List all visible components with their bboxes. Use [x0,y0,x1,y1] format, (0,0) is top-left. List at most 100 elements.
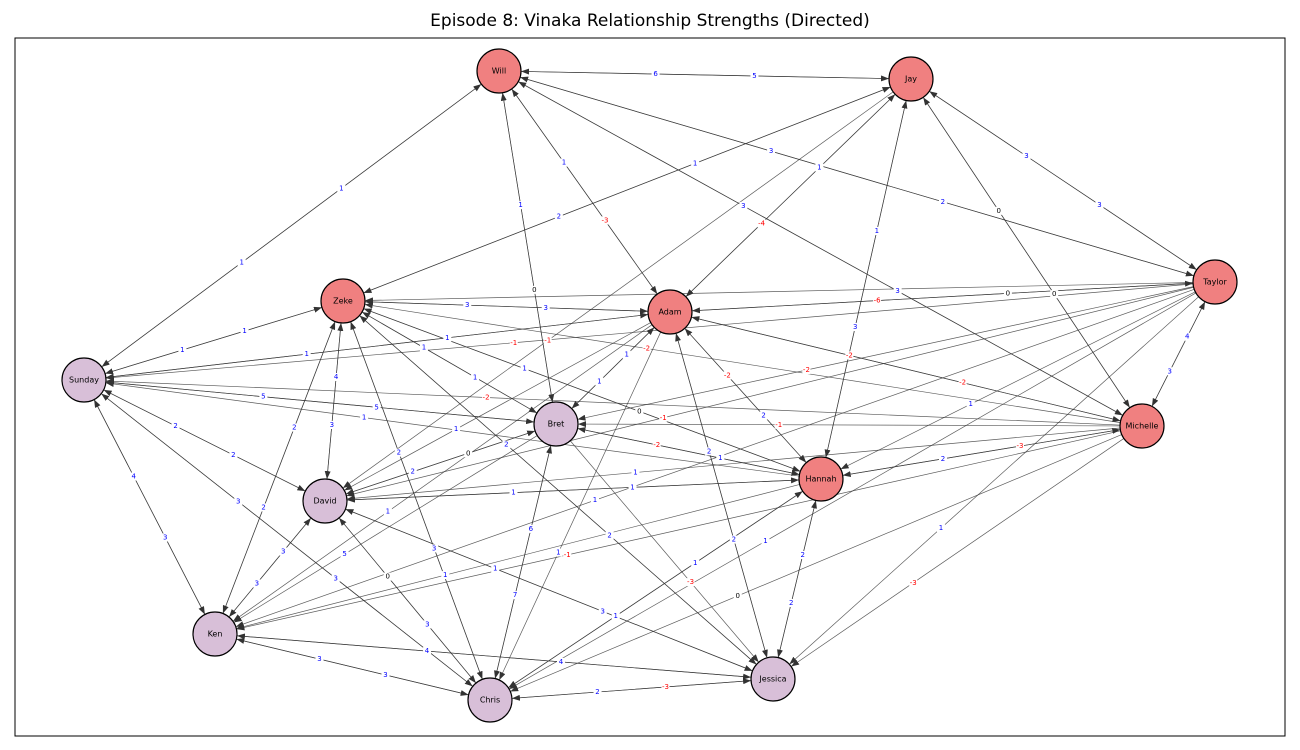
edge-label-bg [340,550,349,559]
edge-label-bg [761,537,770,546]
edge-label-bg [893,287,902,296]
edge-label-bg [554,548,563,557]
edge-label-taylor-to-will: 3 [769,147,773,155]
edge-label-bg [691,558,700,567]
edge-label-hannah-to-zeke: 1 [522,365,526,373]
edge-bret-to-jessica [569,440,759,663]
edge-label-bg [511,591,520,600]
edge-label-bg [331,574,340,583]
edge-label-bg [691,159,700,168]
node-circle-david [302,478,348,524]
edge-sunday-to-zeke [104,306,322,374]
edge-adam-to-jay [685,94,896,297]
edge-label-bg [605,531,614,540]
edge-label-chris-to-sunday: 3 [236,498,240,506]
edge-label-zeke-to-chris: 3 [432,544,436,552]
edge-label-bg [237,258,246,267]
edge-label-zeke-to-bret: 1 [473,373,477,381]
edge-label-zeke-to-hannah: 0 [637,407,641,415]
node-will: Will [476,48,522,94]
edge-label-taylor-to-bret: -2 [803,366,810,374]
edge-label-taylor-to-sunday: -1 [510,339,517,347]
edge-label-bg [559,158,568,167]
node-circle-jay [888,56,934,102]
node-michelle: Michelle [1119,403,1165,449]
edge-label-bg [229,451,238,460]
edge-label-bg [360,413,369,422]
edge-label-adam-to-will: 1 [562,159,566,167]
node-ken: Ken [192,611,238,657]
edge-label-david-to-hannah: 1 [630,483,634,491]
edge-label-jay-to-adam: -4 [758,219,766,227]
edge-label-bg [845,351,854,360]
edge-label-bg [315,655,324,664]
edge-label-bg [563,550,572,559]
edge-michelle-to-zeke [364,302,1121,423]
edge-label-bg [739,201,748,210]
edge-label-bg [936,524,945,533]
edge-taylor-to-will [520,76,1194,277]
edge-label-bg [259,503,268,512]
edge-michelle-to-chris [510,434,1122,692]
edge-label-michelle-to-sunday: -2 [483,393,490,401]
node-taylor: Taylor [1192,259,1238,305]
edge-label-bg [705,447,714,456]
edge-label-ken-to-chris: 3 [383,671,387,679]
edge-label-taylor-to-chris: 1 [763,537,767,545]
edge-label-bret-to-zeke: 1 [422,344,426,352]
edge-label-bg [332,373,341,381]
edge-label-bg [909,578,918,587]
edge-label-bg [1050,290,1059,299]
node-sunday: Sunday [61,357,107,403]
edge-chris-to-sunday [101,393,473,687]
edge-label-will-to-bret: 0 [532,286,536,294]
edge-label-zeke-to-jessica: 2 [607,531,611,539]
node-zeke: Zeke [320,278,366,324]
edge-label-bg [383,507,392,516]
edge-label-bg [622,350,631,359]
edge-label-jessica-to-zeke: 2 [504,441,508,449]
edge-michelle-to-jay [923,97,1131,408]
edge-label-bg [631,468,640,477]
edge-label-bg [556,657,565,666]
edge-label-bg [372,403,381,412]
edge-label-bg [787,599,796,607]
edge-label-taylor-to-ken: 1 [593,496,597,504]
edge-label-david-to-sunday: 2 [173,422,177,430]
node-circle-taylor [1192,259,1238,305]
edge-label-hannah-to-ken: 1 [443,571,447,579]
edge-label-bg [290,423,299,432]
edge-label-bg [716,454,725,463]
edge-label-bg [661,682,670,691]
edge-label-chris-to-hannah: 1 [693,559,697,567]
edge-label-adam-to-david: 1 [454,425,458,433]
edge-label-bg [1016,442,1025,451]
edge-label-bg [252,579,261,588]
node-circle-zeke [320,278,366,324]
edge-label-bg [729,535,738,544]
edge-label-zeke-to-ken: 2 [261,503,265,511]
edge-label-hannah-to-bret: -2 [653,441,660,449]
node-circle-will [476,48,522,94]
plot-frame [14,37,1286,737]
node-circle-chris [467,677,513,723]
edge-taylor-to-adam [691,282,1194,314]
edge-label-jessica-to-chris: 2 [595,688,599,696]
edge-michelle-to-ken [236,430,1121,631]
edge-label-bg [463,301,472,310]
edge-label-bg [851,323,860,331]
edge-label-bg [381,670,390,679]
node-label-hannah: Hannah [805,475,836,484]
node-adam: Adam [647,289,693,335]
node-circle-bret [533,401,579,447]
edge-taylor-to-jay [929,91,1197,271]
edge-ken-to-sunday [94,399,206,615]
edge-label-bg [383,572,392,581]
edge-label-sunday-to-zeke: 1 [242,327,246,335]
edge-label-bg [482,393,491,402]
edge-label-zeke-to-david: 3 [330,421,334,429]
node-label-michelle: Michelle [1126,422,1159,431]
edge-jay-to-david [342,91,894,489]
chart-title: Episode 8: Vinaka Relationship Strengths… [430,11,870,31]
edge-label-bg [966,400,975,409]
